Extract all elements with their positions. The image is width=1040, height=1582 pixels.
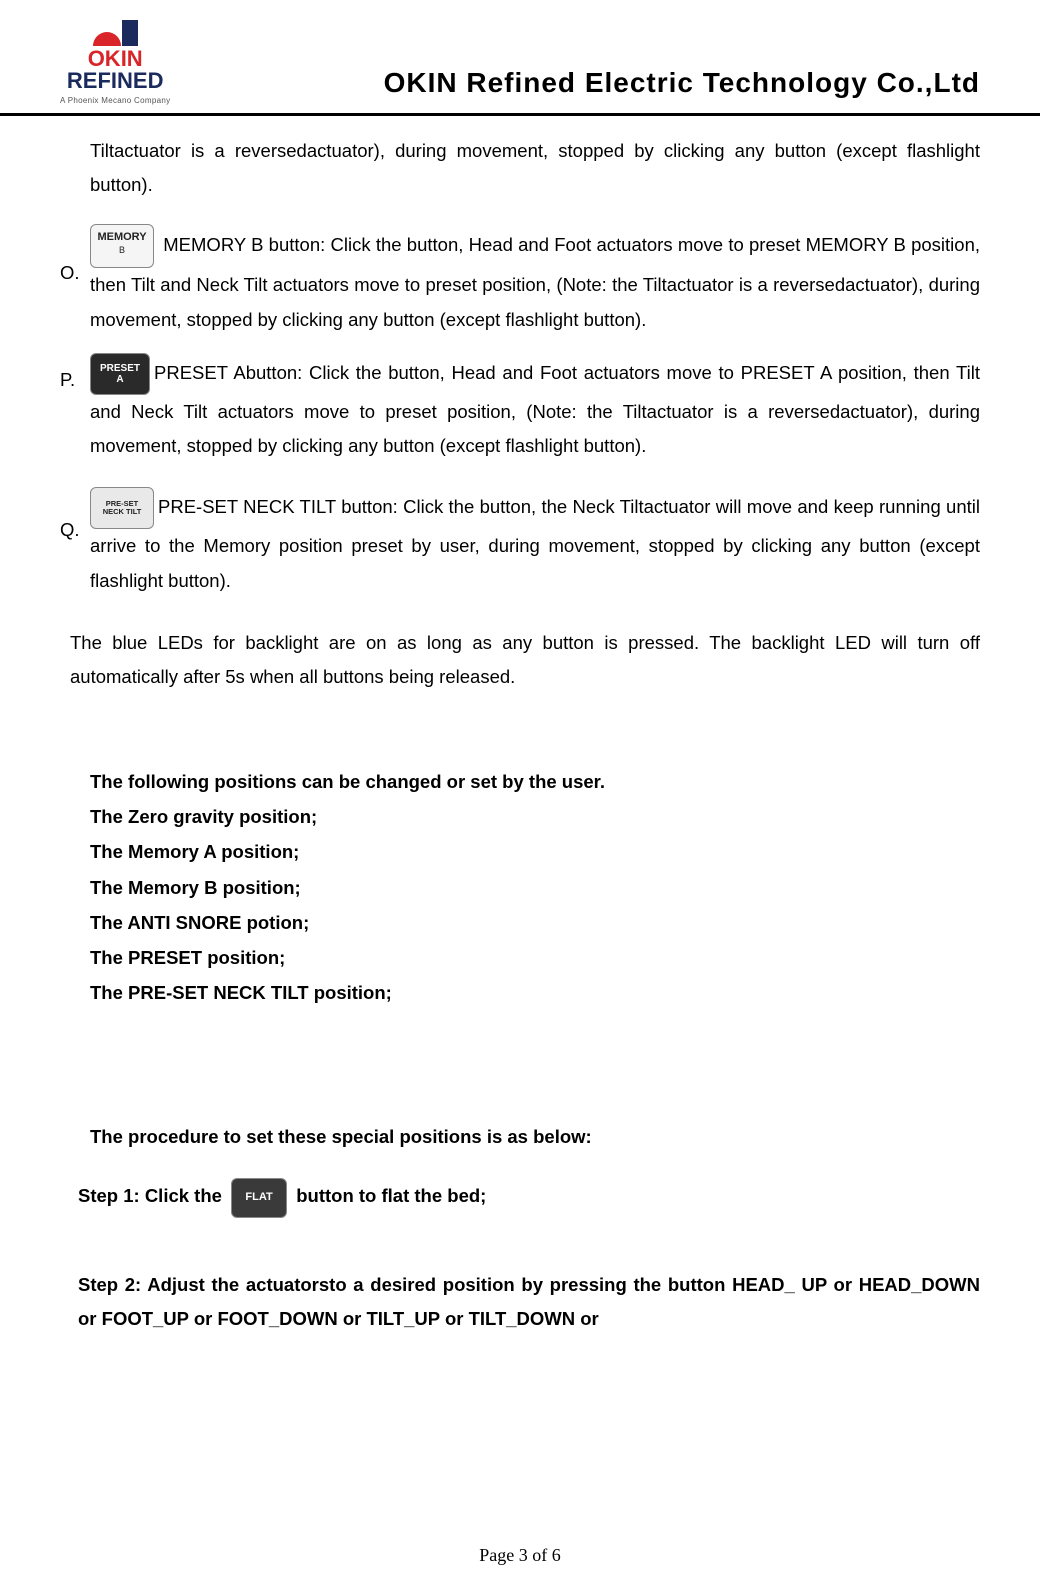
- procedure-heading: The procedure to set these special posit…: [90, 1120, 980, 1154]
- step-2: Step 2: Adjust the actuatorsto a desired…: [60, 1268, 980, 1336]
- memory-b-button-icon: MEMORY B: [90, 224, 154, 268]
- list-marker-o: O.: [60, 224, 90, 290]
- icon-label: PRE-SET NECK TILT: [95, 500, 149, 517]
- positions-line: The PRESET position;: [90, 940, 980, 975]
- list-item-q: Q. PRE-SET NECK TILT PRE-SET NECK TILT b…: [60, 487, 980, 597]
- step1-text-b: button to flat the bed;: [296, 1185, 486, 1206]
- preset-neck-tilt-button-icon: PRE-SET NECK TILT: [90, 487, 154, 529]
- icon-label: PRESET: [95, 363, 145, 374]
- list-text-q: PRE-SET NECK TILT button: Click the butt…: [90, 496, 980, 590]
- logo-block-icon: [122, 20, 138, 46]
- logo-wordmark: OKIN: [88, 48, 143, 70]
- logo-mark: [93, 20, 138, 46]
- logo-text-right: REFINED: [67, 70, 164, 92]
- logo-text-left: OKIN: [88, 48, 143, 70]
- logo: OKIN REFINED A Phoenix Mecano Company: [60, 20, 170, 105]
- preset-a-button-icon: PRESET A: [90, 353, 150, 395]
- positions-block: The following positions can be changed o…: [90, 764, 980, 1010]
- positions-line: The Zero gravity position;: [90, 799, 980, 834]
- icon-label: FLAT: [245, 1191, 272, 1203]
- list-body-o: MEMORY B MEMORY B button: Click the butt…: [90, 224, 980, 336]
- list-item-o: O. MEMORY B MEMORY B button: Click the b…: [60, 224, 980, 336]
- list-text-o: MEMORY B button: Click the button, Head …: [90, 234, 980, 329]
- list-marker-p: P.: [60, 353, 90, 397]
- step1-text-a: Step 1: Click the: [78, 1185, 227, 1206]
- list-marker-q: Q.: [60, 487, 90, 547]
- positions-line: The ANTI SNORE potion;: [90, 905, 980, 940]
- positions-line: The PRE-SET NECK TILT position;: [90, 975, 980, 1010]
- continuation-paragraph: Tiltactuator is a reversedactuator), dur…: [90, 134, 980, 202]
- logo-wordmark-2: REFINED: [67, 70, 164, 92]
- page-header: OKIN REFINED A Phoenix Mecano Company OK…: [0, 0, 1040, 116]
- icon-sublabel: B: [119, 245, 125, 255]
- positions-heading: The following positions can be changed o…: [90, 764, 980, 799]
- icon-sublabel: A: [95, 374, 145, 385]
- positions-line: The Memory B position;: [90, 870, 980, 905]
- page-footer: Page 3 of 6: [0, 1545, 1040, 1566]
- flat-button-icon: FLAT: [231, 1178, 287, 1218]
- list-body-p: PRESET A PRESET Abutton: Click the butto…: [90, 353, 980, 463]
- logo-subtitle: A Phoenix Mecano Company: [60, 96, 170, 105]
- icon-label: MEMORY: [97, 231, 146, 243]
- list-text-p: PRESET Abutton: Click the button, Head a…: [90, 362, 980, 456]
- list-item-p: P. PRESET A PRESET Abutton: Click the bu…: [60, 353, 980, 463]
- led-note: The blue LEDs for backlight are on as lo…: [70, 626, 980, 694]
- logo-arc-icon: [93, 32, 121, 46]
- list-body-q: PRE-SET NECK TILT PRE-SET NECK TILT butt…: [90, 487, 980, 597]
- page-body: Tiltactuator is a reversedactuator), dur…: [0, 116, 1040, 1336]
- company-title: OKIN Refined Electric Technology Co.,Ltd: [200, 67, 980, 105]
- positions-line: The Memory A position;: [90, 834, 980, 869]
- step-1: Step 1: Click the FLAT button to flat th…: [78, 1176, 980, 1217]
